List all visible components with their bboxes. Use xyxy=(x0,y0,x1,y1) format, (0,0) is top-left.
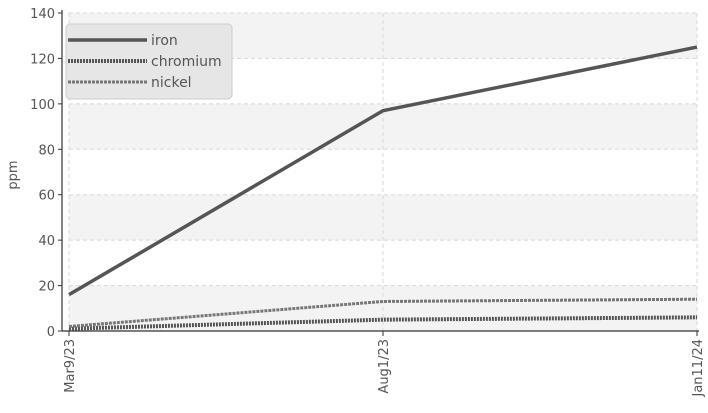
x-tick-labels: Mar9/23 Aug1/23 Jan11/24 xyxy=(63,339,706,398)
series-line-chromium xyxy=(68,315,698,331)
series-lines xyxy=(68,45,698,331)
legend-label-iron: iron xyxy=(151,33,178,49)
y-tick-label-6: 120 xyxy=(30,52,55,67)
axes xyxy=(58,10,699,336)
y-tick-label-4: 80 xyxy=(38,143,55,158)
legend-box xyxy=(65,23,233,100)
legend-label-nickel: nickel xyxy=(151,75,192,91)
y-tick-label-1: 20 xyxy=(38,280,55,295)
x-tick-label-2: Jan11/24 xyxy=(691,339,706,398)
y-tick-label-0: 0 xyxy=(47,325,55,340)
series-line-iron xyxy=(68,45,698,297)
y-tick-label-2: 40 xyxy=(38,234,55,249)
y-tick-label-7: 140 xyxy=(30,7,55,22)
x-tick-label-1: Aug1/23 xyxy=(377,339,392,394)
y-axis-label: ppm xyxy=(6,160,21,189)
y-tick-label-3: 60 xyxy=(38,189,55,204)
series-line-nickel xyxy=(68,297,698,328)
x-tick-label-0: Mar9/23 xyxy=(63,339,78,393)
y-tick-labels: 0 20 40 60 80 100 120 140 xyxy=(30,7,55,340)
legend: iron chromium nickel xyxy=(65,23,233,100)
y-tick-label-5: 100 xyxy=(30,98,55,113)
legend-label-chromium: chromium xyxy=(151,54,222,70)
